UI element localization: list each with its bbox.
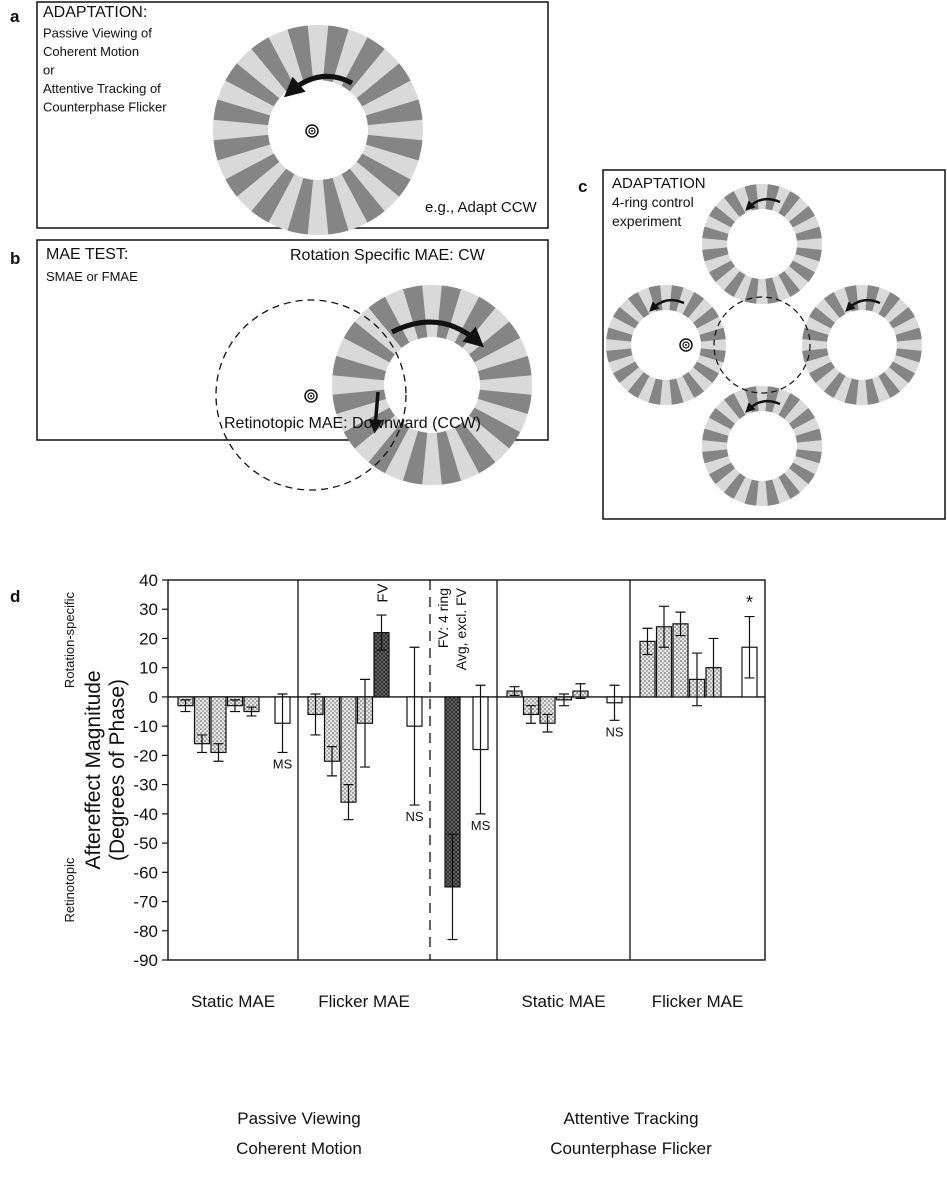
panel-text: Coherent Motion [43,44,139,59]
panel-letter: a [10,7,20,26]
y-tick-label: -70 [133,893,158,912]
x-supergroup-label: Attentive Tracking [563,1109,698,1128]
y-tick-label: 10 [139,659,158,678]
y-tick-label: -90 [133,951,158,970]
panel-letter: b [10,249,20,268]
y-side-label: Rotation-specific [62,591,77,688]
panel-letter: d [10,587,20,606]
bar-annotation: FV [375,583,392,602]
panel-letter: c [578,177,587,196]
significance-note: MS [471,818,491,833]
x-supergroup-label: Passive Viewing [237,1109,360,1128]
panel-text: experiment [612,213,681,229]
panel-text: 4-ring control [612,194,694,210]
y-side-label: Retinotopic [62,857,77,923]
ring-outline [714,297,810,393]
y-tick-label: 30 [139,600,158,619]
x-category-label: Flicker MAE [652,992,744,1011]
y-tick-label: -30 [133,776,158,795]
panel-text: Attentive Tracking of [43,81,161,96]
panel-text: or [43,63,55,78]
y-tick-label: -80 [133,922,158,941]
panel-text: Counterphase Flicker [43,100,167,115]
fixation-target [311,130,313,132]
y-tick-label: -60 [133,863,158,882]
x-category-label: Static MAE [191,992,275,1011]
panel-text: ADAPTATION: [43,4,147,21]
significance-note: NS [605,724,623,739]
significance-note: * [746,593,753,613]
panel-text: ADAPTATION [612,175,706,192]
panel-text: Passive Viewing of [43,26,152,41]
panel-label: Retinotopic MAE: Downward (CCW) [224,415,481,432]
fixation-target [685,344,687,346]
bar-annotation: Avg, excl. FV [453,587,469,670]
y-tick-label: -10 [133,717,158,736]
fixation-target [310,395,312,397]
significance-note: NS [405,809,423,824]
x-supergroup-label: Coherent Motion [236,1139,362,1158]
y-tick-label: -50 [133,834,158,853]
panel-label: Rotation Specific MAE: CW [290,247,486,264]
x-category-label: Static MAE [521,992,605,1011]
y-tick-label: 40 [139,571,158,590]
y-tick-label: 20 [139,629,158,648]
panel-text: MAE TEST: [46,246,128,263]
bar-annotation: FV: 4 ring [435,588,451,648]
y-tick-label: -40 [133,805,158,824]
panel-text: SMAE or FMAE [46,269,138,284]
significance-note: MS [273,756,293,771]
y-axis-title: (Degrees of Phase) [106,679,129,861]
figure-canvas: a ADAPTATION: Passive Viewing of Coherent M… [0,0,947,1187]
x-supergroup-label: Counterphase Flicker [550,1139,712,1158]
figure: a ADAPTATION: Passive Viewing of Coherent M… [0,0,947,1192]
panel-note: e.g., Adapt CCW [425,199,538,216]
y-tick-label: -20 [133,746,158,765]
y-tick-label: 0 [149,688,158,707]
x-category-label: Flicker MAE [318,992,410,1011]
y-axis-title: Aftereffect Magnitude [82,670,105,869]
